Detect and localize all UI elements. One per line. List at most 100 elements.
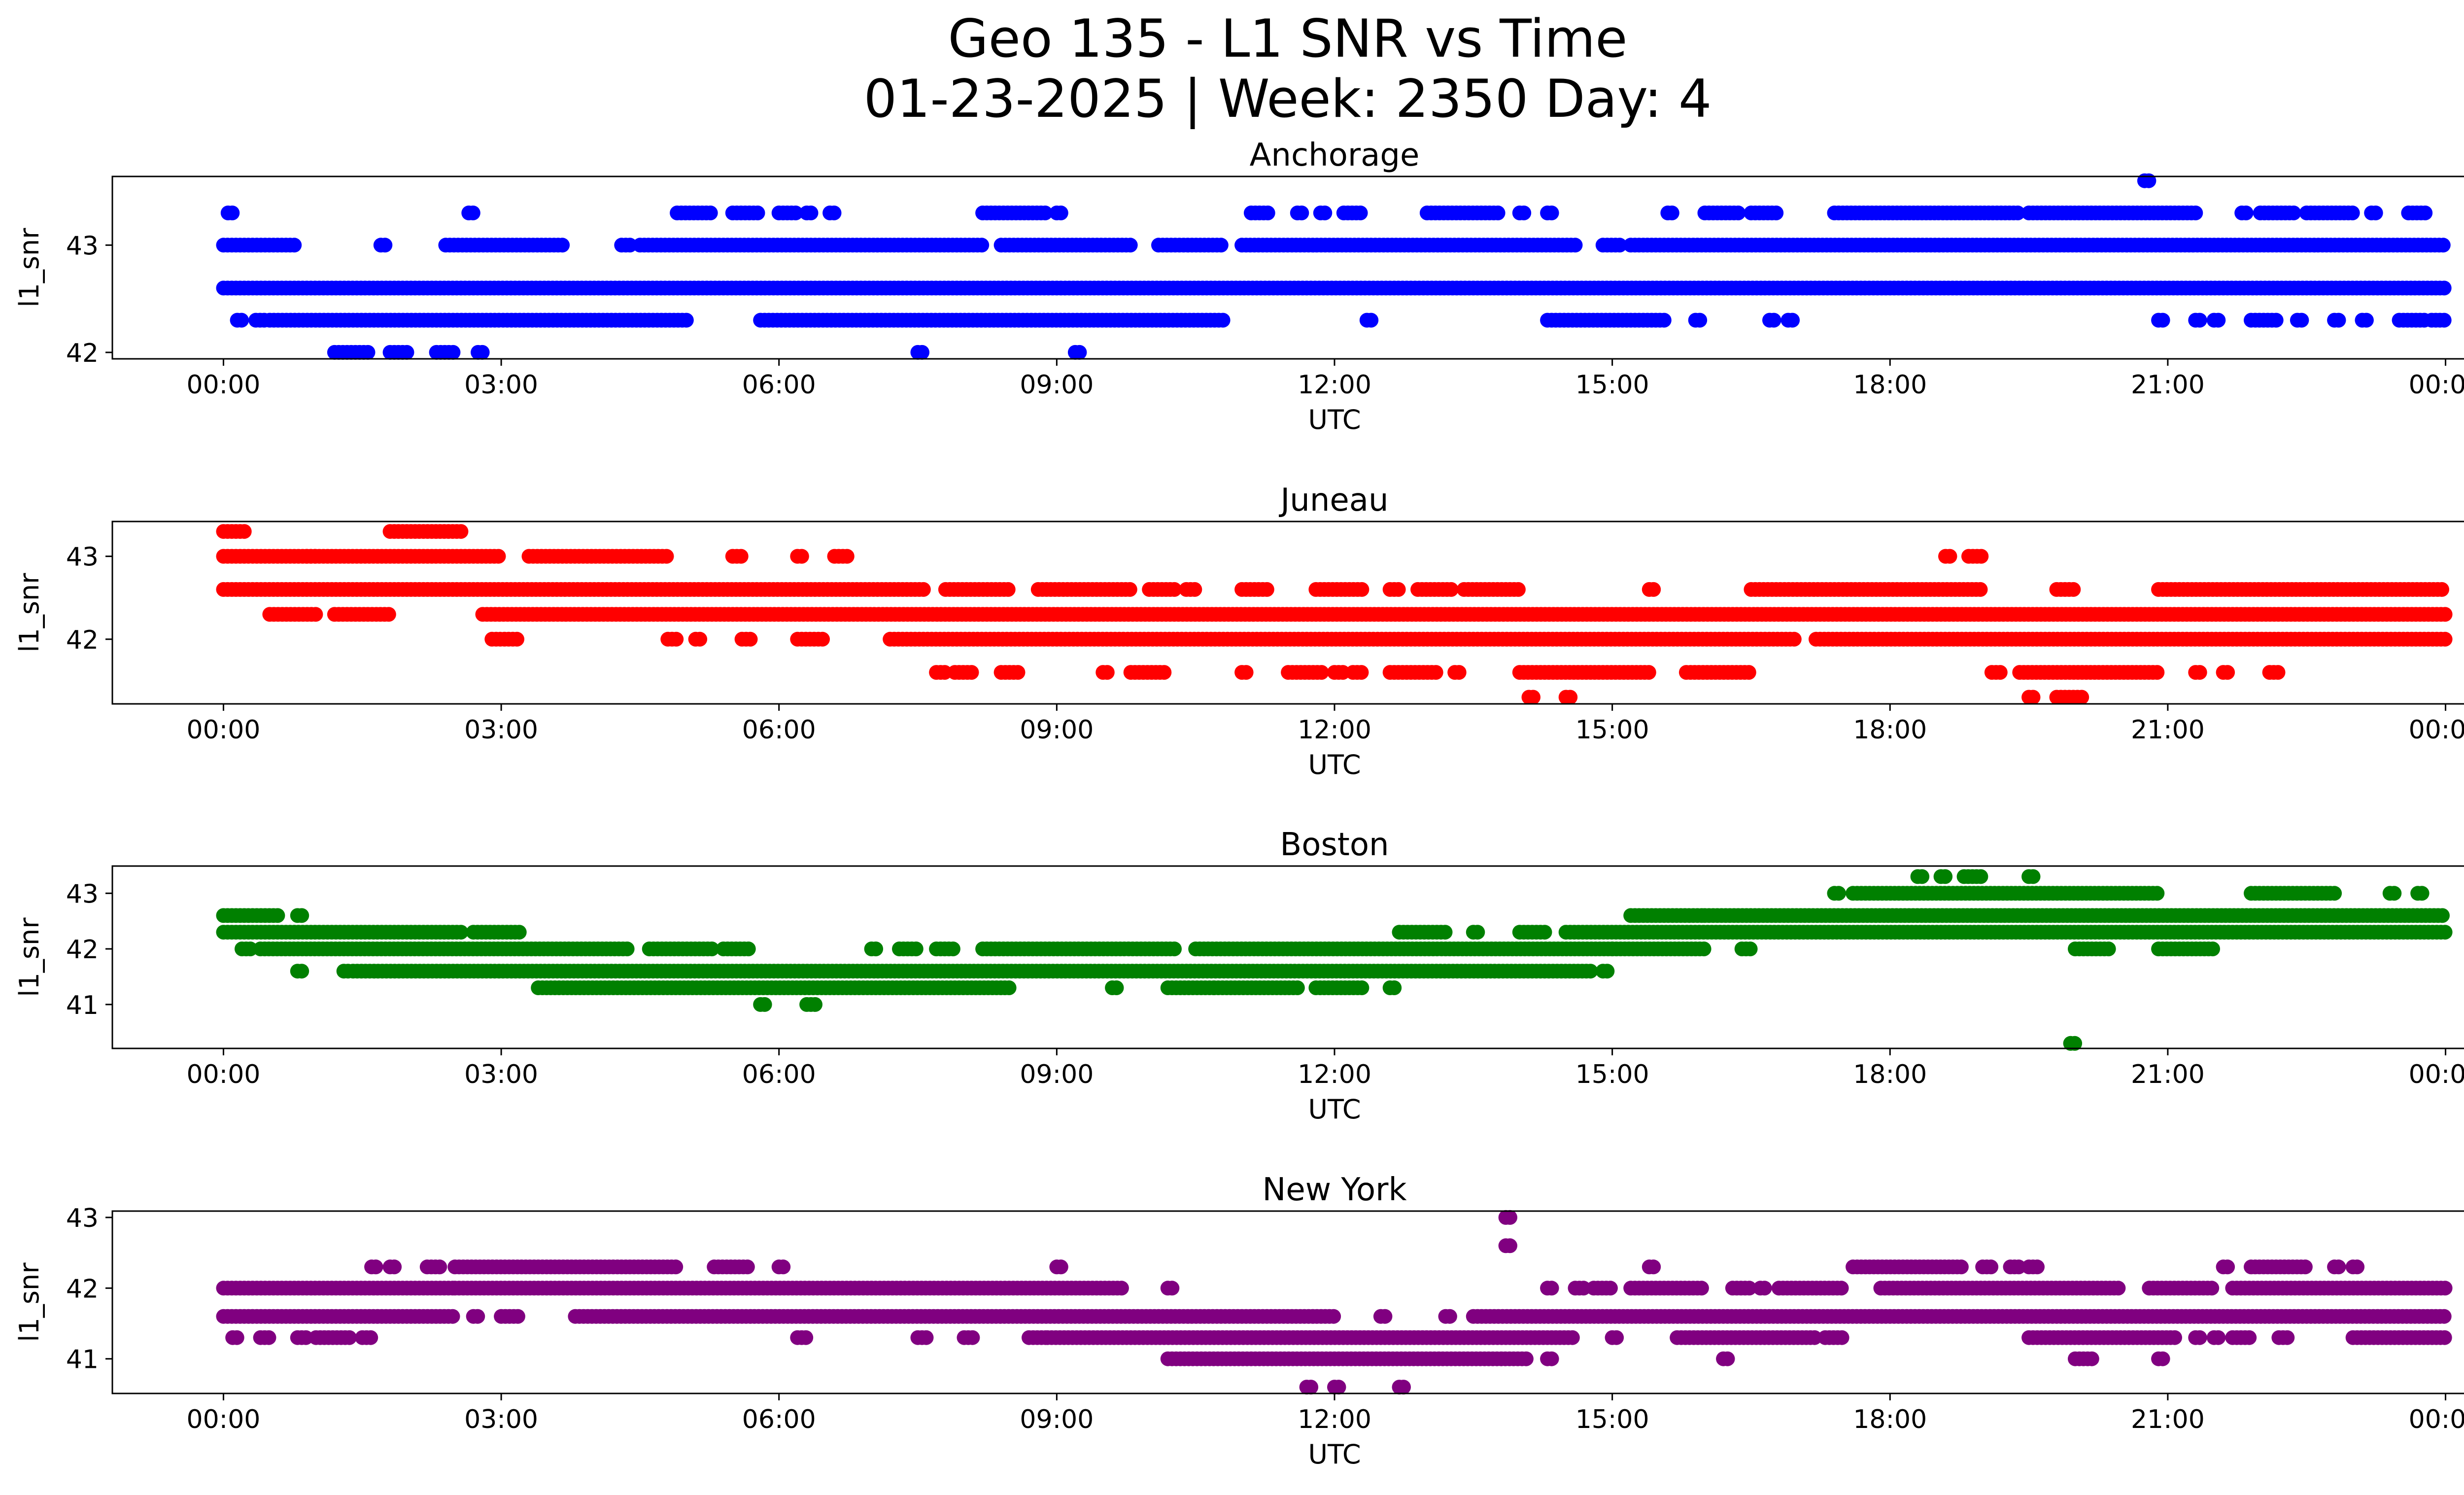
data-point [377, 238, 393, 253]
data-point [794, 549, 809, 564]
data-point [1354, 980, 1369, 995]
data-point [1353, 206, 1368, 220]
data-point [1187, 582, 1202, 597]
data-point [2418, 206, 2433, 220]
data-point [743, 631, 758, 647]
data-point [1544, 1281, 1559, 1296]
data-point [1354, 665, 1369, 680]
data-point [2025, 869, 2041, 884]
data-point [1516, 206, 1532, 220]
data-point [1603, 1281, 1618, 1296]
data-point [703, 206, 718, 220]
data-point [381, 607, 396, 622]
data-point [750, 206, 765, 220]
data-point [1731, 206, 1746, 220]
data-point [964, 665, 979, 680]
x-tick-label: 12:00 [1298, 1060, 1371, 1089]
x-tick-label: 15:00 [1575, 1060, 1649, 1089]
data-point [2368, 206, 2383, 220]
y-axis-label: l1_snr [14, 228, 45, 308]
data-points [216, 524, 2453, 705]
data-point [1563, 690, 1578, 705]
data-point [1612, 238, 1627, 253]
data-point [1114, 1281, 1129, 1296]
data-point [308, 607, 323, 622]
data-point [1123, 238, 1138, 253]
data-point [1167, 941, 1182, 957]
data-points [216, 173, 2452, 360]
data-point [234, 313, 249, 328]
data-point [1001, 980, 1017, 995]
data-point [2327, 886, 2342, 901]
data-point [1537, 925, 1552, 940]
x-tick-label: 12:00 [1298, 715, 1371, 745]
data-point [1766, 313, 1781, 328]
y-tick-label: 42 [66, 339, 99, 368]
data-point [1167, 582, 1182, 597]
data-point [491, 549, 506, 564]
data-point [2192, 313, 2207, 328]
data-point [510, 631, 524, 647]
data-point [1037, 206, 1053, 220]
data-point [1743, 941, 1758, 957]
x-tick-label: 03:00 [464, 370, 538, 400]
data-point [1694, 1281, 1709, 1296]
data-point [453, 524, 469, 539]
data-point [1391, 582, 1406, 597]
data-point [1974, 549, 1989, 564]
title-line-2: 01-23-2025 | Week: 2350 Day: 4 [863, 69, 1712, 129]
data-point [1692, 313, 1708, 328]
data-point [399, 345, 414, 360]
data-point [465, 206, 480, 220]
axes-frame [111, 175, 2464, 360]
data-point [659, 549, 674, 564]
data-point [2150, 665, 2165, 680]
data-point [815, 631, 830, 647]
x-tick-label: 18:00 [1853, 715, 1927, 745]
data-point [2387, 886, 2402, 901]
data-point [1290, 980, 1305, 995]
data-point [1354, 582, 1369, 597]
x-tick-label: 21:00 [2131, 1060, 2205, 1089]
subplot-title: Boston [1280, 827, 1389, 863]
data-point [237, 524, 252, 539]
y-tick-label: 42 [66, 626, 99, 655]
data-point [757, 997, 772, 1012]
data-point [1696, 941, 1711, 957]
data-point [2155, 313, 2170, 328]
y-tick-label: 41 [66, 991, 99, 1020]
y-axis-label: l1_snr [14, 573, 45, 653]
data-point [1314, 665, 1329, 680]
y-tick-label: 43 [66, 879, 99, 909]
data-point [2437, 607, 2453, 622]
data-point [1294, 206, 1309, 220]
data-point [1387, 980, 1402, 995]
y-tick-label: 43 [66, 231, 99, 261]
data-point [1942, 549, 1957, 564]
data-point [2074, 690, 2089, 705]
data-point [2010, 206, 2025, 220]
y-axis-label: l1_snr [14, 917, 45, 997]
data-point [1568, 238, 1583, 253]
x-tick-label: 18:00 [1853, 1060, 1927, 1089]
data-point [1510, 582, 1526, 597]
x-tick-label: 06:00 [742, 370, 816, 400]
data-point [2331, 313, 2346, 328]
data-point [1544, 206, 1559, 220]
data-point [1938, 869, 1953, 884]
data-point [1364, 313, 1379, 328]
subplot-title: Anchorage [1250, 137, 1420, 174]
data-point [2359, 313, 2374, 328]
data-point [1831, 886, 1846, 901]
data-point [1834, 1281, 1849, 1296]
x-tick-label: 06:00 [742, 1060, 816, 1089]
data-point [2205, 941, 2220, 957]
x-axis-label: UTC [1308, 1094, 1361, 1125]
x-tick-label: 00:00 [2409, 370, 2464, 400]
data-point [839, 549, 855, 564]
x-tick-label: 09:00 [1020, 370, 1094, 400]
